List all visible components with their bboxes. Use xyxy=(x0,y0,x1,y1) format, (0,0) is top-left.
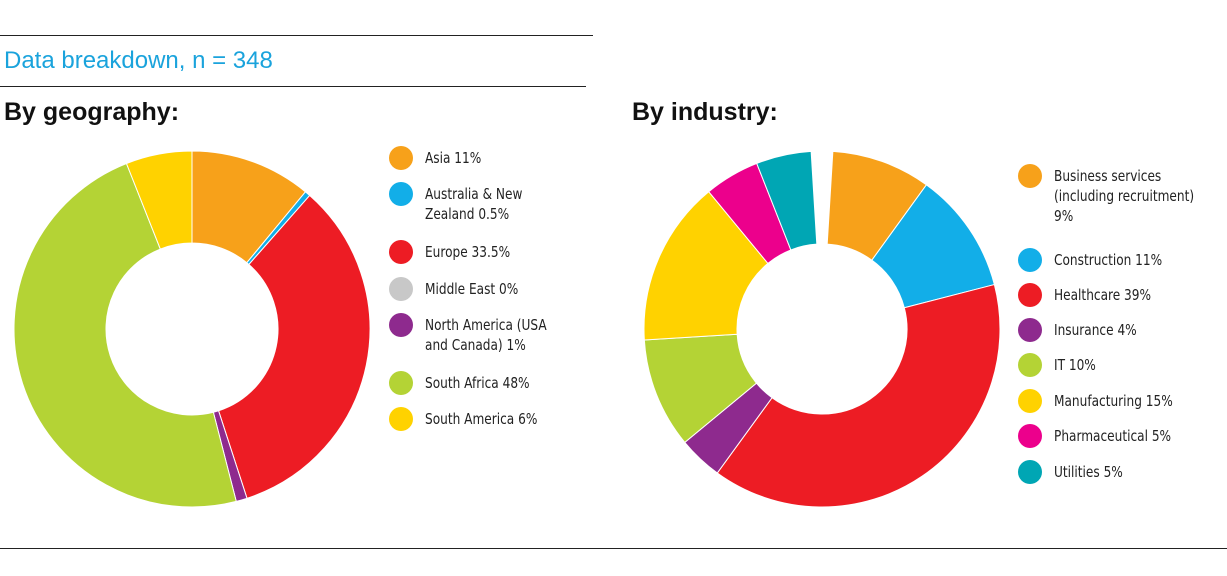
heading-rule xyxy=(0,86,586,87)
legend-item-healthcare: Healthcare 39% xyxy=(1018,283,1218,307)
legend-swatch xyxy=(1018,389,1042,413)
legend-swatch xyxy=(389,146,413,170)
legend-swatch xyxy=(389,313,413,337)
legend-label: IT 10% xyxy=(1054,356,1096,374)
legend-swatch xyxy=(1018,318,1042,342)
legend-label: South America 6% xyxy=(425,410,538,428)
legend-label: Manufacturing 15% xyxy=(1054,392,1173,410)
legend-label: North America (USA and Canada) 1% xyxy=(425,316,547,354)
legend-swatch xyxy=(389,371,413,395)
legend-label: Pharmaceutical 5% xyxy=(1054,427,1172,445)
legend-item-middle-east: Middle East 0% xyxy=(389,277,589,301)
legend-item-asia: Asia 11% xyxy=(389,146,589,170)
legend-label: Insurance 4% xyxy=(1054,321,1137,339)
legend-swatch xyxy=(389,407,413,431)
legend-item-australia-new-zealand: Australia & New Zealand 0.5% xyxy=(389,182,589,224)
legend-swatch xyxy=(1018,353,1042,377)
slice-south-africa xyxy=(13,162,237,508)
legend-label: Utilities 5% xyxy=(1054,463,1123,481)
slice-manufacturing xyxy=(643,190,769,341)
slice-utilities xyxy=(756,150,818,251)
top-rule xyxy=(0,35,593,36)
geography-donut-chart xyxy=(13,150,371,508)
page-heading: Data breakdown, n = 348 xyxy=(4,47,273,74)
legend-label: Construction 11% xyxy=(1054,251,1163,269)
slice-south-america xyxy=(125,150,193,250)
legend-item-pharmaceutical: Pharmaceutical 5% xyxy=(1018,424,1218,448)
legend-swatch xyxy=(1018,248,1042,272)
legend-swatch xyxy=(1018,283,1042,307)
bottom-rule xyxy=(0,548,1227,549)
legend-item-europe: Europe 33.5% xyxy=(389,240,589,264)
legend-swatch xyxy=(1018,164,1042,188)
legend-label: Middle East 0% xyxy=(425,280,519,298)
legend-swatch xyxy=(389,240,413,264)
legend-label: Healthcare 39% xyxy=(1054,286,1152,304)
legend-item-construction: Construction 11% xyxy=(1018,248,1218,272)
geography-chart-title: By geography: xyxy=(4,98,180,126)
legend-swatch xyxy=(1018,460,1042,484)
legend-item-north-america-usa-and-canada: North America (USA and Canada) 1% xyxy=(389,313,589,355)
legend-label: South Africa 48% xyxy=(425,374,530,392)
legend-item-business-services-including-recruitment: Business services (including recruitment… xyxy=(1018,164,1218,226)
legend-swatch xyxy=(1018,424,1042,448)
legend-label: Europe 33.5% xyxy=(425,243,511,261)
slice-healthcare xyxy=(716,283,1001,508)
legend-item-utilities: Utilities 5% xyxy=(1018,460,1218,484)
legend-swatch xyxy=(389,277,413,301)
slice-europe xyxy=(217,194,371,499)
legend-swatch xyxy=(389,182,413,206)
legend-item-it: IT 10% xyxy=(1018,353,1218,377)
industry-chart-title: By industry: xyxy=(632,98,778,126)
industry-donut-chart xyxy=(643,150,1001,508)
legend-item-south-america: South America 6% xyxy=(389,407,589,431)
legend-label: Australia & New Zealand 0.5% xyxy=(425,185,523,223)
legend-item-south-africa: South Africa 48% xyxy=(389,371,589,395)
legend-item-insurance: Insurance 4% xyxy=(1018,318,1218,342)
legend-item-manufacturing: Manufacturing 15% xyxy=(1018,389,1218,413)
legend-label: Asia 11% xyxy=(425,149,482,167)
legend-label: Business services (including recruitment… xyxy=(1054,167,1195,225)
